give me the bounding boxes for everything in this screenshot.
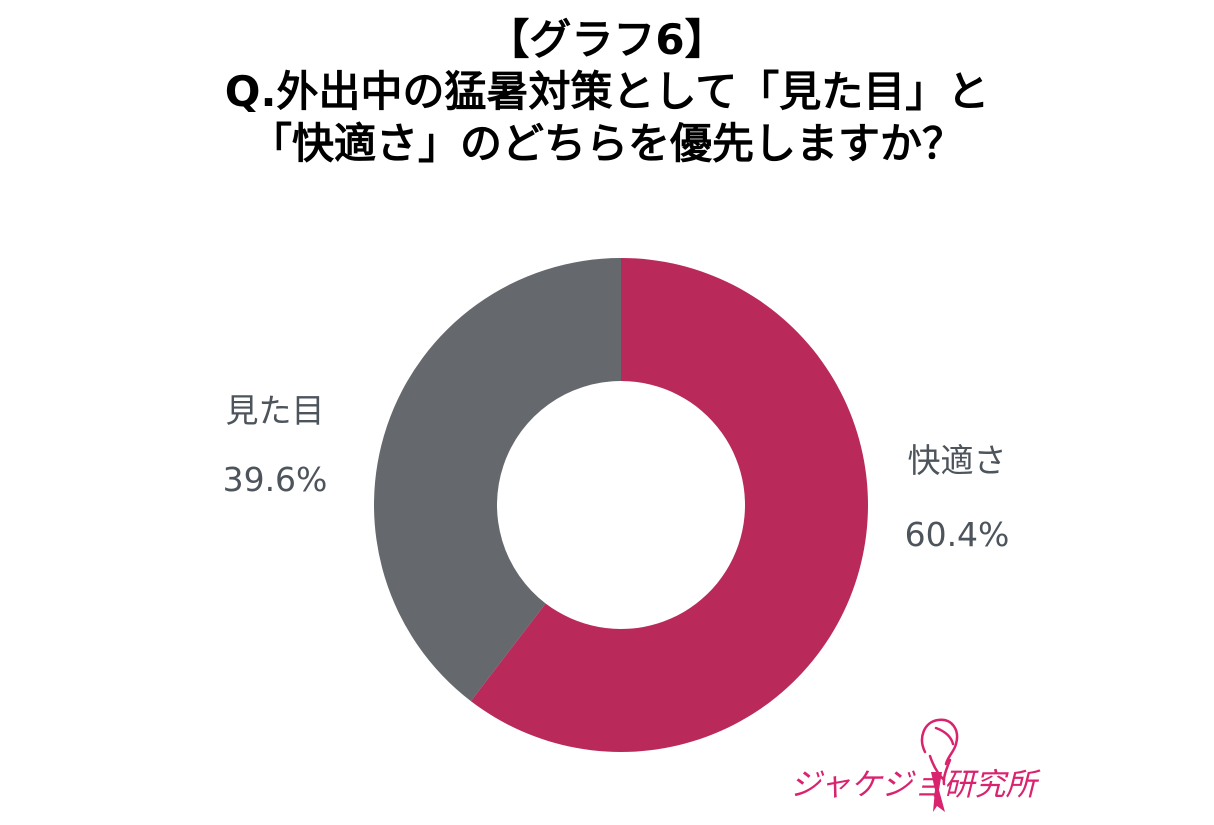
brand-logo: ジャケジョ研究所 (790, 718, 1041, 812)
donut-slice-appearance (374, 258, 621, 702)
title-line-1: 【グラフ6】 (487, 15, 727, 64)
title-line-2: Q.外出中の猛暑対策として「見た目」と (224, 67, 990, 116)
donut-labels: 快適さ 60.4% 見た目 39.6% (223, 391, 1010, 554)
slice-label-appearance-value: 39.6% (223, 460, 328, 499)
slice-label-appearance: 見た目 (226, 391, 325, 430)
donut-slice-comfort (470, 258, 869, 752)
logo-figure-icon (920, 718, 959, 786)
chart-title: 【グラフ6】 Q.外出中の猛暑対策として「見た目」と 「快適さ」のどちらを優先し… (0, 14, 1214, 170)
donut-slices (374, 258, 869, 752)
slice-label-comfort: 快適さ (908, 441, 1007, 480)
logo-necktie-icon (931, 772, 945, 812)
title-line-3: 「快適さ」のどちらを優先しますか？ (249, 119, 964, 168)
logo-text: ジャケジョ研究所 (790, 767, 1041, 803)
slice-label-comfort-value: 60.4% (905, 515, 1010, 554)
